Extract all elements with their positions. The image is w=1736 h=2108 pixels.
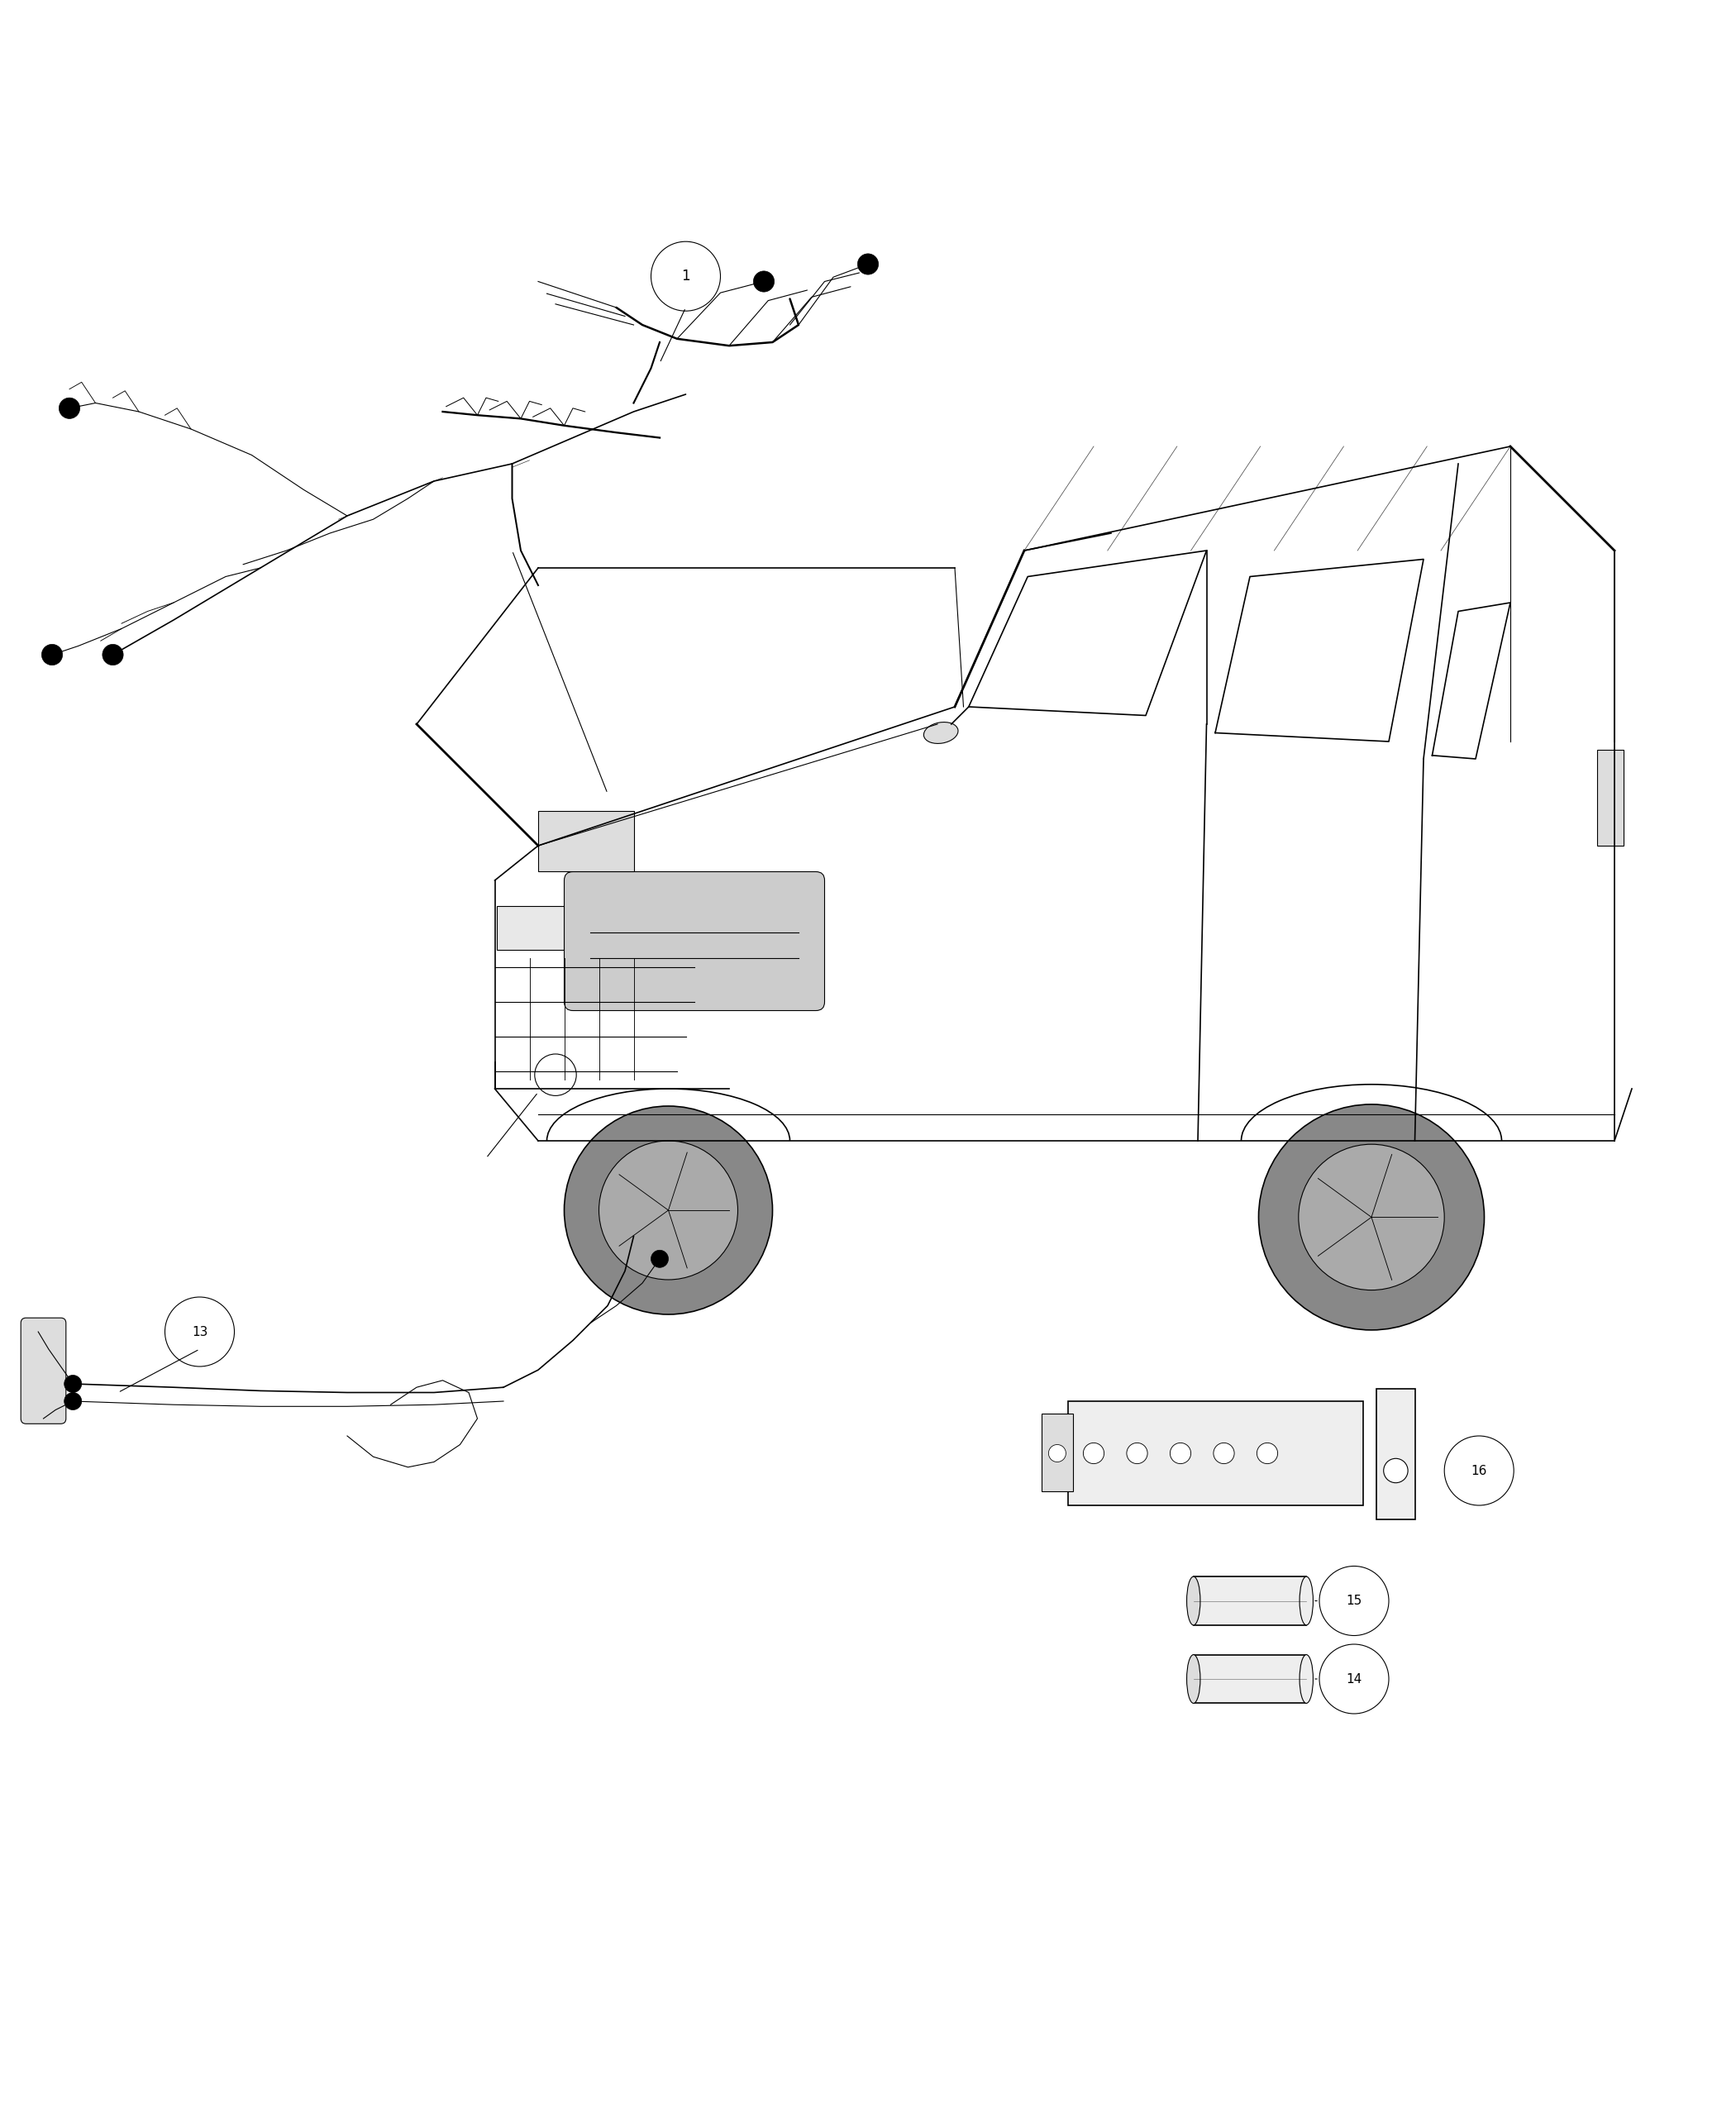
Circle shape bbox=[1299, 1145, 1444, 1290]
Circle shape bbox=[1049, 1444, 1066, 1463]
Circle shape bbox=[64, 1393, 82, 1410]
Circle shape bbox=[59, 398, 80, 419]
Text: 14: 14 bbox=[1345, 1674, 1363, 1684]
Bar bbox=[496, 906, 635, 951]
Circle shape bbox=[1384, 1459, 1408, 1482]
Circle shape bbox=[599, 1140, 738, 1280]
Text: 16: 16 bbox=[1470, 1465, 1488, 1478]
Text: 13: 13 bbox=[191, 1326, 208, 1339]
Text: 1: 1 bbox=[681, 270, 691, 285]
FancyBboxPatch shape bbox=[21, 1318, 66, 1423]
Circle shape bbox=[564, 1107, 773, 1315]
FancyBboxPatch shape bbox=[564, 873, 825, 1010]
Bar bbox=[1042, 1412, 1073, 1492]
Bar bbox=[538, 812, 634, 873]
Bar bbox=[1597, 750, 1623, 845]
Circle shape bbox=[753, 272, 774, 291]
Circle shape bbox=[1170, 1442, 1191, 1463]
Circle shape bbox=[1259, 1105, 1484, 1330]
Text: 15: 15 bbox=[1345, 1594, 1363, 1606]
Circle shape bbox=[102, 645, 123, 666]
Circle shape bbox=[1257, 1442, 1278, 1463]
Bar bbox=[1377, 1389, 1415, 1520]
Ellipse shape bbox=[1300, 1655, 1312, 1703]
Circle shape bbox=[42, 645, 62, 666]
Bar bbox=[1194, 1577, 1305, 1625]
Ellipse shape bbox=[1187, 1655, 1200, 1703]
Circle shape bbox=[858, 253, 878, 274]
Bar bbox=[1194, 1655, 1305, 1703]
Ellipse shape bbox=[924, 723, 958, 744]
Bar bbox=[1068, 1402, 1363, 1505]
Ellipse shape bbox=[1187, 1577, 1200, 1625]
Ellipse shape bbox=[1300, 1577, 1312, 1625]
Circle shape bbox=[1127, 1442, 1147, 1463]
Circle shape bbox=[64, 1374, 82, 1393]
Circle shape bbox=[651, 1250, 668, 1267]
Circle shape bbox=[1083, 1442, 1104, 1463]
Circle shape bbox=[1213, 1442, 1234, 1463]
